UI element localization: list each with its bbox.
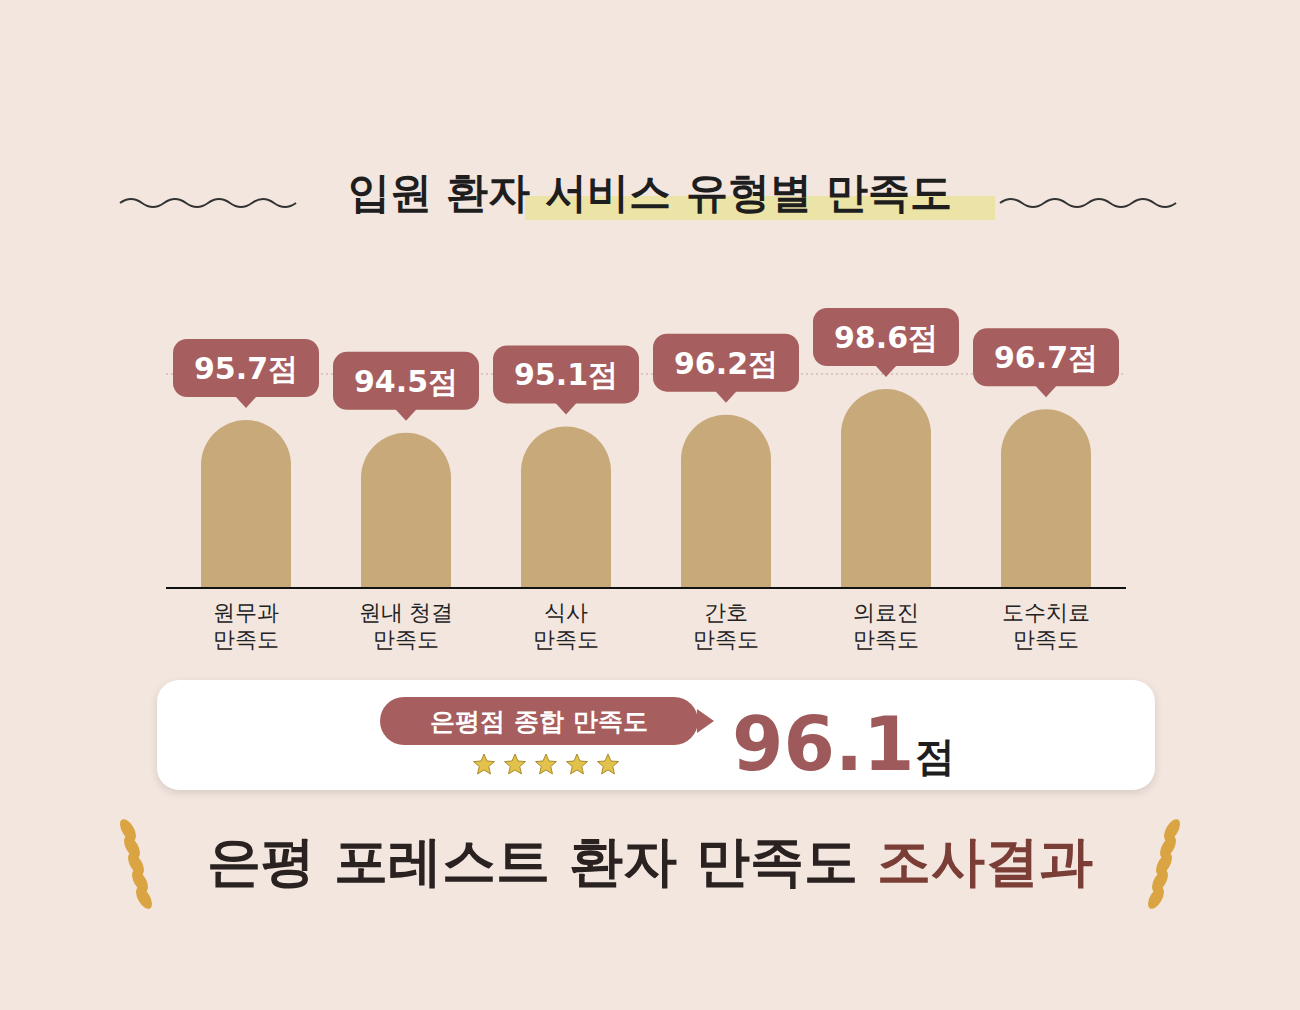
svg-text:98.6점: 98.6점 <box>834 320 938 355</box>
svg-text:은평 포레스트 환자 만족도 조사결과: 은평 포레스트 환자 만족도 조사결과 <box>207 830 1092 893</box>
svg-text:95.1점: 95.1점 <box>514 357 618 392</box>
svg-text:94.5점: 94.5점 <box>354 364 458 399</box>
svg-text:96.1점: 96.1점 <box>732 701 955 787</box>
svg-text:도수치료만족도: 도수치료만족도 <box>1002 600 1090 652</box>
svg-text:95.7점: 95.7점 <box>194 351 298 386</box>
svg-text:의료진만족도: 의료진만족도 <box>853 600 919 652</box>
svg-text:원내 청결만족도: 원내 청결만족도 <box>359 600 454 652</box>
svg-text:96.7점: 96.7점 <box>994 340 1098 375</box>
svg-text:입원 환자 서비스 유형별 만족도: 입원 환자 서비스 유형별 만족도 <box>348 168 953 217</box>
svg-text:은평점 종합 만족도: 은평점 종합 만족도 <box>430 707 647 736</box>
svg-text:식사만족도: 식사만족도 <box>533 600 599 652</box>
svg-text:원무과만족도: 원무과만족도 <box>213 600 279 652</box>
svg-text:96.2점: 96.2점 <box>674 346 778 381</box>
svg-text:간호만족도: 간호만족도 <box>693 600 759 652</box>
